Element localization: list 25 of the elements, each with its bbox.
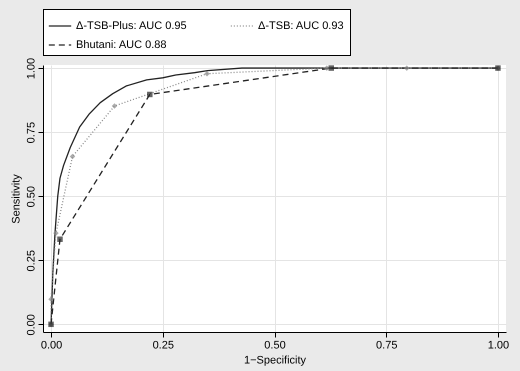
x-tick-label: 0.25: [152, 340, 174, 352]
x-tick-label: 0.00: [40, 340, 62, 352]
legend-label: Δ-TSB: AUC 0.93: [258, 20, 344, 32]
y-tick-label: 0.50: [26, 186, 38, 208]
x-tick-label: 0.75: [376, 340, 398, 352]
point: [48, 296, 54, 302]
y-tick-label: 1.00: [26, 58, 38, 80]
x-axis-title: 1−Specificity: [244, 354, 307, 366]
y-tick-label: 0.75: [26, 122, 38, 144]
y-axis-title: Sensitivity: [10, 174, 22, 224]
x-tick-label: 0.50: [264, 340, 286, 352]
point: [112, 103, 118, 109]
point: [70, 154, 76, 160]
point: [328, 65, 334, 71]
y-tick-label: 0.00: [26, 314, 38, 336]
point: [53, 230, 59, 236]
legend-label: Bhutani: AUC 0.88: [76, 39, 167, 51]
x-tick-label: 1.00: [488, 340, 510, 352]
point: [57, 236, 63, 242]
y-tick-label: 0.25: [26, 250, 38, 272]
point: [204, 70, 210, 76]
point: [147, 92, 153, 98]
point: [324, 65, 330, 71]
legend-label: Δ-TSB-Plus: AUC 0.95: [76, 20, 187, 32]
point: [404, 65, 410, 71]
